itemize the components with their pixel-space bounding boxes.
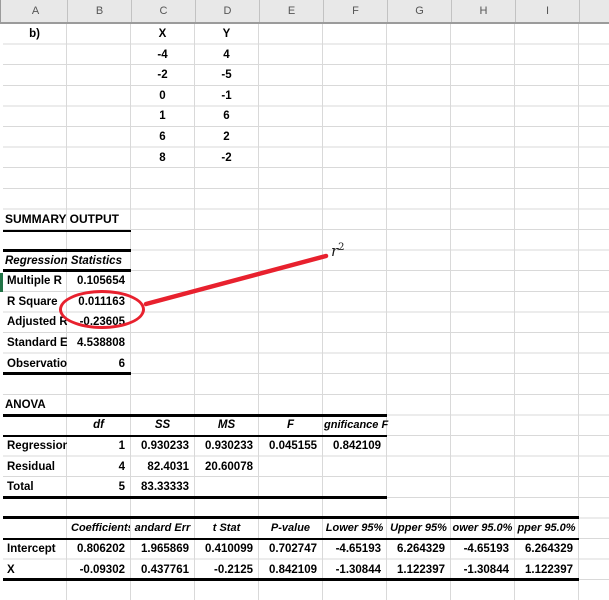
cell-a23-total[interactable]: Total	[7, 481, 34, 494]
cell-d1-y-header[interactable]: Y	[222, 28, 231, 40]
cell-c21[interactable]: 0.930233	[141, 440, 189, 452]
cell-c23[interactable]: 83.33333	[141, 481, 189, 494]
cell-c3[interactable]: -2	[157, 69, 168, 82]
coefficients-header-bottom-border	[3, 537, 579, 540]
r-square-highlight-ellipse	[59, 290, 145, 329]
cell-a14-r-square[interactable]: R Square	[7, 295, 58, 308]
coef-header-upper-95-0[interactable]: pper 95.0%	[517, 522, 576, 535]
anova-title-bottom-border	[3, 413, 387, 417]
coef-header-standard-error[interactable]: andard Err	[134, 522, 191, 535]
cell-g26[interactable]: 6.264329	[397, 543, 445, 555]
cell-b23[interactable]: 5	[118, 481, 125, 494]
cell-d3[interactable]: -5	[221, 69, 232, 82]
cell-c5[interactable]: 1	[159, 110, 166, 123]
cell-i26[interactable]: 6.264329	[525, 543, 573, 555]
regstats-top-border	[3, 248, 131, 252]
cell-c4[interactable]: 0	[159, 89, 166, 102]
r-squared-exponent: 2	[338, 242, 345, 253]
column-header-d[interactable]: D	[196, 0, 260, 22]
summary-output-title[interactable]: SUMMARY OUTPUT	[5, 212, 119, 227]
anova-title[interactable]: ANOVA	[5, 398, 46, 411]
cell-d22[interactable]: 20.60078	[205, 460, 253, 473]
cell-c22[interactable]: 82.4031	[147, 460, 189, 473]
cell-a26-intercept[interactable]: Intercept	[7, 543, 56, 555]
cell-a17-observations[interactable]: Observations	[7, 357, 67, 370]
cell-d27[interactable]: -0.2125	[213, 563, 253, 576]
cell-b13-multiple-r-value[interactable]: 0.105654	[77, 275, 125, 288]
cell-b17-observations-value[interactable]: 6	[118, 357, 125, 370]
selection-edge-mark	[0, 272, 3, 292]
column-header-b[interactable]: B	[68, 0, 132, 22]
cell-i27[interactable]: 1.122397	[525, 563, 573, 576]
cell-e27[interactable]: 0.842109	[269, 563, 317, 576]
coef-header-t-stat[interactable]: t Stat	[212, 522, 241, 535]
column-header-row: A B C D E F G H I	[0, 0, 609, 24]
coef-header-lower-95-0[interactable]: ower 95.0%	[452, 522, 513, 535]
column-header-e[interactable]: E	[260, 0, 324, 22]
cell-a22-residual[interactable]: Residual	[7, 460, 55, 473]
anova-header-ms[interactable]: MS	[217, 419, 236, 432]
cell-b16-standard-error-value[interactable]: 4.538808	[77, 337, 125, 349]
regstats-bottom-border	[3, 372, 131, 376]
cell-d5[interactable]: 6	[223, 110, 230, 123]
cell-d6[interactable]: 2	[223, 131, 230, 143]
cell-g27[interactable]: 1.122397	[397, 563, 445, 576]
anova-bottom-border	[3, 496, 387, 499]
coef-header-lower-95[interactable]: Lower 95%	[325, 522, 384, 535]
cell-d7[interactable]: -2	[221, 151, 232, 164]
cell-c2[interactable]: -4	[157, 48, 168, 61]
cell-h27[interactable]: -1.30844	[463, 563, 509, 576]
cell-c26[interactable]: 1.965869	[141, 543, 189, 555]
cell-d26[interactable]: 0.410099	[205, 543, 253, 555]
coefficients-bottom-border	[3, 578, 579, 582]
cell-h26[interactable]: -4.65193	[463, 543, 509, 555]
regstats-title[interactable]: Regression Statistics	[5, 254, 122, 267]
cell-d2[interactable]: 4	[223, 48, 230, 61]
cell-c6[interactable]: 6	[159, 131, 166, 143]
cell-a27-x[interactable]: X	[7, 563, 15, 576]
column-header-c[interactable]: C	[132, 0, 196, 22]
cell-c27[interactable]: 0.437761	[141, 563, 189, 576]
cell-f21[interactable]: 0.842109	[333, 440, 381, 452]
column-header-f[interactable]: F	[324, 0, 388, 22]
r-squared-base: r	[331, 242, 339, 260]
cell-a16-standard-error[interactable]: Standard Error	[7, 337, 67, 349]
column-header-i[interactable]: I	[516, 0, 580, 22]
cell-a15-adjusted-r-square[interactable]: Adjusted R Square	[7, 316, 67, 329]
cell-a13-multiple-r[interactable]: Multiple R	[7, 275, 62, 288]
cell-d4[interactable]: -1	[221, 89, 232, 102]
column-header-g[interactable]: G	[388, 0, 452, 22]
column-header-h[interactable]: H	[452, 0, 516, 22]
cell-a21-regression[interactable]: Regression	[7, 440, 67, 452]
anova-header-f[interactable]: F	[286, 419, 295, 432]
cell-d21[interactable]: 0.930233	[205, 440, 253, 452]
cell-b27[interactable]: -0.09302	[79, 563, 125, 576]
anova-header-bottom-border	[3, 434, 387, 437]
cell-a1[interactable]: b)	[29, 28, 40, 40]
cell-e21[interactable]: 0.045155	[269, 440, 317, 452]
cell-f27[interactable]: -1.30844	[335, 563, 381, 576]
coef-header-upper-95[interactable]: Upper 95%	[390, 522, 447, 535]
anova-header-significance-f[interactable]: gnificance F	[324, 419, 389, 432]
cell-b21[interactable]: 1	[118, 440, 125, 452]
summary-output-underline	[3, 230, 131, 232]
cell-b22[interactable]: 4	[118, 460, 125, 473]
r-squared-annotation: r2	[331, 236, 345, 260]
regstats-title-bottom-border	[3, 269, 131, 273]
column-header-a[interactable]: A	[4, 0, 68, 22]
coefficients-top-border	[3, 515, 579, 519]
cell-f26[interactable]: -4.65193	[335, 543, 381, 555]
coef-header-p-value[interactable]: P-value	[270, 522, 311, 535]
cell-c7[interactable]: 8	[159, 151, 166, 164]
anova-header-df[interactable]: df	[93, 419, 104, 432]
cell-c1-x-header[interactable]: X	[158, 28, 167, 40]
coef-header-coefficients[interactable]: Coefficients	[71, 522, 130, 535]
cell-e26[interactable]: 0.702747	[269, 543, 317, 555]
anova-header-ss[interactable]: SS	[154, 419, 171, 432]
cell-b26[interactable]: 0.806202	[77, 543, 125, 555]
